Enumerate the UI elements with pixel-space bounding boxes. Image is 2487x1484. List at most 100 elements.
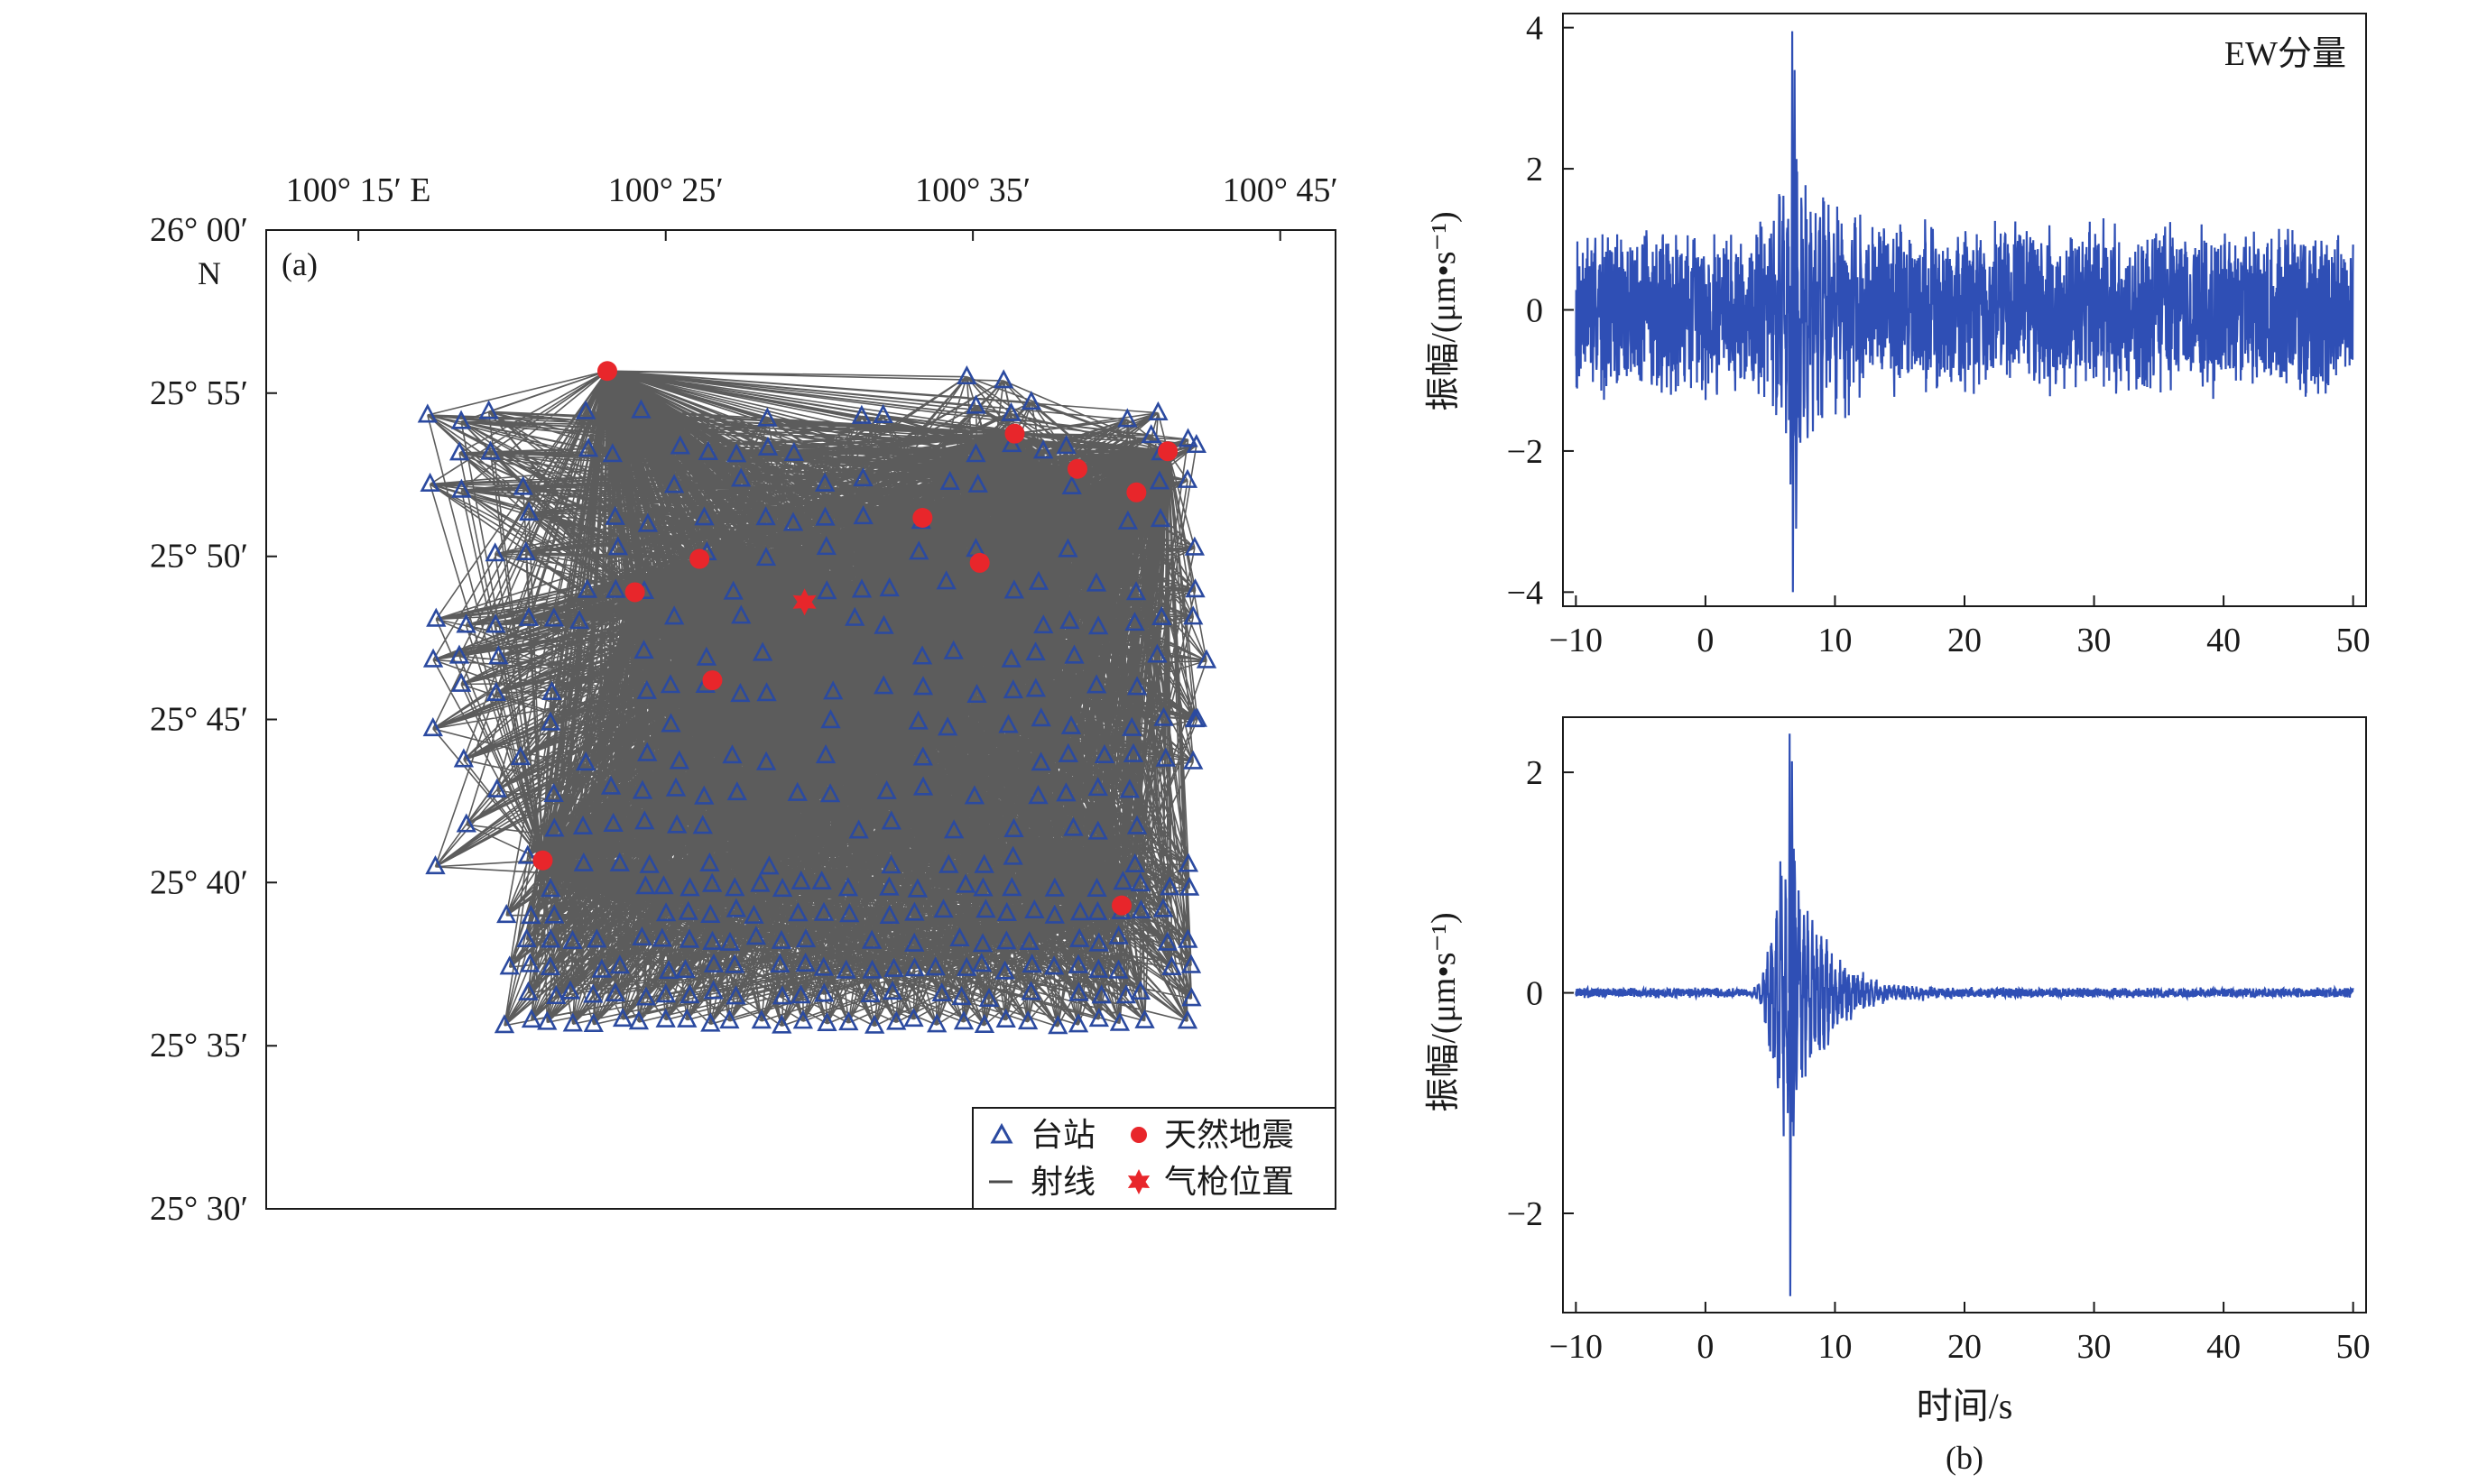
station-marker bbox=[853, 467, 874, 487]
station-marker bbox=[562, 929, 583, 950]
legend-airgun-label: 气枪位置 bbox=[1164, 1164, 1294, 1200]
x-ticks-top: −10 0 10 20 30 40 50 bbox=[1549, 595, 2371, 659]
station-marker bbox=[745, 926, 767, 945]
station-marker bbox=[660, 674, 681, 694]
lon-tick-label: 100° 25′ bbox=[608, 171, 724, 209]
station-marker bbox=[1059, 610, 1080, 630]
station-marker bbox=[953, 1010, 975, 1030]
station-marker bbox=[515, 540, 536, 561]
lat-tick-label: 25° 45′ bbox=[150, 701, 248, 739]
station-marker bbox=[1028, 785, 1049, 805]
x-tick-label: 30 bbox=[2077, 1328, 2112, 1366]
station-marker bbox=[499, 955, 520, 975]
station-marker bbox=[719, 1009, 740, 1029]
station-marker bbox=[1048, 1015, 1068, 1035]
station-marker bbox=[518, 606, 540, 626]
station-marker bbox=[516, 927, 537, 948]
station-marker bbox=[1181, 987, 1202, 1007]
station-marker bbox=[1025, 641, 1046, 661]
station-marker bbox=[911, 645, 933, 665]
station-marker bbox=[1063, 816, 1084, 836]
station-marker bbox=[669, 750, 689, 770]
station-marker bbox=[726, 781, 747, 801]
map-legend: 台站 天然地震 射线 气枪位置 bbox=[972, 1107, 1336, 1210]
station-marker bbox=[755, 547, 777, 567]
station-marker bbox=[975, 899, 996, 918]
station-marker bbox=[795, 928, 817, 948]
station-marker bbox=[881, 810, 901, 830]
station-marker bbox=[1087, 615, 1109, 635]
station-marker bbox=[957, 956, 977, 976]
station-marker bbox=[652, 927, 672, 947]
station-marker bbox=[836, 959, 856, 979]
station-marker bbox=[637, 512, 659, 532]
station-marker bbox=[967, 473, 988, 493]
station-marker bbox=[1088, 958, 1109, 978]
station-marker bbox=[1017, 1010, 1039, 1030]
station-marker bbox=[1043, 955, 1065, 975]
station-marker bbox=[680, 877, 700, 897]
station-marker bbox=[782, 512, 804, 531]
station-marker bbox=[1044, 904, 1065, 924]
station-marker bbox=[633, 640, 654, 659]
station-marker bbox=[966, 443, 986, 463]
legend-airgun-icon bbox=[1127, 1169, 1151, 1194]
x-tick-label: 20 bbox=[1947, 1328, 1982, 1366]
station-marker bbox=[609, 852, 630, 871]
station-marker bbox=[543, 607, 565, 627]
station-marker bbox=[425, 855, 446, 875]
station-marker bbox=[602, 443, 624, 463]
station-marker bbox=[541, 928, 561, 948]
station-marker bbox=[860, 982, 881, 1003]
station-marker bbox=[426, 607, 447, 627]
station-marker bbox=[1130, 872, 1151, 892]
waveform-subplot-top: −10 0 10 20 30 40 50 420−2−4 EW分量 振幅/(μm•s⁻¹) bbox=[1425, 10, 2371, 659]
station-marker bbox=[1150, 508, 1171, 528]
station-marker bbox=[759, 855, 780, 875]
waveform-subplot-bottom: −10 0 10 20 30 40 50 20−2 振幅/(μm•s⁻¹) 时间/s (b) bbox=[1425, 716, 2371, 1476]
station-marker bbox=[678, 900, 698, 920]
station-marker bbox=[1068, 954, 1089, 973]
lat-tick-label: 25° 40′ bbox=[150, 863, 248, 901]
lat-tick-label: 25° 50′ bbox=[150, 538, 248, 576]
station-marker bbox=[1160, 876, 1180, 896]
station-marker bbox=[600, 775, 622, 795]
legend-ray-label: 射线 bbox=[1031, 1164, 1096, 1200]
station-marker bbox=[1178, 428, 1198, 447]
airgun-marker bbox=[792, 588, 817, 616]
station-marker bbox=[912, 676, 934, 696]
y-ticks-bottom: 2 0 −2 bbox=[1507, 754, 1574, 1233]
station-marker bbox=[814, 472, 836, 492]
north-label: N bbox=[198, 255, 221, 291]
station-marker bbox=[1003, 579, 1025, 599]
station-marker bbox=[521, 1009, 542, 1028]
station-marker bbox=[517, 844, 538, 864]
lon-tick-label: 100° 35′ bbox=[915, 171, 1031, 209]
station-marker bbox=[1180, 954, 1202, 973]
station-marker bbox=[730, 467, 752, 487]
station-marker bbox=[813, 901, 835, 921]
station-marker bbox=[450, 410, 472, 429]
station-marker bbox=[694, 785, 715, 805]
station-marker bbox=[559, 980, 581, 1000]
station-marker bbox=[724, 954, 745, 973]
station-marker bbox=[520, 953, 541, 972]
station-marker bbox=[478, 400, 499, 419]
earthquake-marker bbox=[1004, 423, 1025, 444]
station-marker bbox=[909, 540, 929, 560]
station-marker bbox=[703, 953, 725, 972]
station-marker bbox=[1117, 408, 1138, 428]
station-marker bbox=[862, 959, 883, 979]
station-marker bbox=[783, 441, 805, 461]
station-marker bbox=[936, 570, 957, 590]
station-marker bbox=[1148, 401, 1169, 420]
station-marker bbox=[1094, 743, 1115, 764]
x-tick-label: 50 bbox=[2336, 1328, 2371, 1366]
station-marker bbox=[795, 953, 816, 972]
legend-earthquake-label: 天然地震 bbox=[1164, 1117, 1294, 1153]
station-marker bbox=[937, 716, 958, 736]
station-marker bbox=[792, 1009, 814, 1029]
x-tick-label: 10 bbox=[1817, 622, 1852, 659]
earthquake-marker bbox=[1126, 482, 1147, 502]
station-marker bbox=[1184, 536, 1206, 556]
